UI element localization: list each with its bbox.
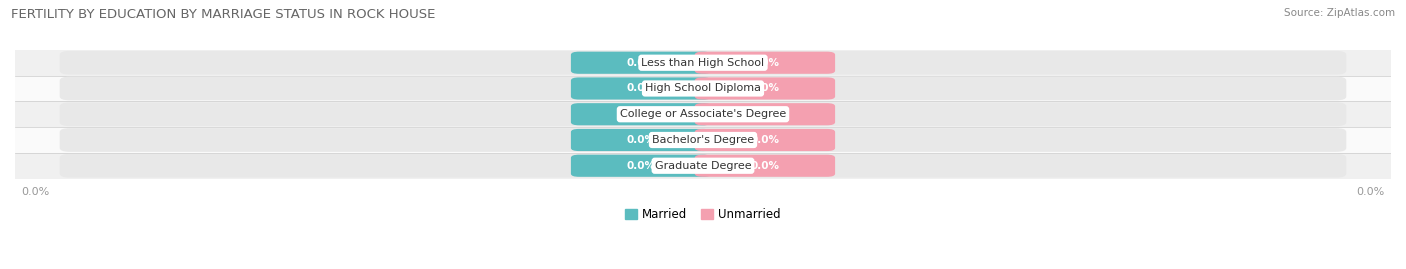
FancyBboxPatch shape — [59, 128, 1347, 152]
FancyBboxPatch shape — [695, 155, 835, 177]
FancyBboxPatch shape — [59, 51, 1347, 75]
FancyBboxPatch shape — [59, 154, 1347, 178]
Text: 0.0%: 0.0% — [627, 83, 655, 94]
Bar — [15, 101, 1391, 127]
Text: 0.0%: 0.0% — [627, 58, 655, 68]
Text: Bachelor's Degree: Bachelor's Degree — [652, 135, 754, 145]
FancyBboxPatch shape — [695, 77, 835, 100]
Text: 0.0%: 0.0% — [627, 109, 655, 119]
Text: Less than High School: Less than High School — [641, 58, 765, 68]
Text: College or Associate's Degree: College or Associate's Degree — [620, 109, 786, 119]
Text: 0.0%: 0.0% — [627, 135, 655, 145]
FancyBboxPatch shape — [59, 77, 1347, 100]
Text: High School Diploma: High School Diploma — [645, 83, 761, 94]
FancyBboxPatch shape — [695, 52, 835, 74]
Bar — [15, 50, 1391, 76]
Text: 0.0%: 0.0% — [751, 109, 779, 119]
Text: 0.0%: 0.0% — [751, 135, 779, 145]
Text: FERTILITY BY EDUCATION BY MARRIAGE STATUS IN ROCK HOUSE: FERTILITY BY EDUCATION BY MARRIAGE STATU… — [11, 8, 436, 21]
FancyBboxPatch shape — [571, 103, 711, 125]
FancyBboxPatch shape — [695, 103, 835, 125]
FancyBboxPatch shape — [571, 77, 711, 100]
Legend: Married, Unmarried: Married, Unmarried — [620, 204, 786, 226]
Bar — [15, 127, 1391, 153]
Text: 0.0%: 0.0% — [627, 161, 655, 171]
Text: 0.0%: 0.0% — [751, 83, 779, 94]
Text: 0.0%: 0.0% — [751, 161, 779, 171]
Bar — [15, 153, 1391, 179]
Bar — [15, 76, 1391, 101]
Text: Source: ZipAtlas.com: Source: ZipAtlas.com — [1284, 8, 1395, 18]
FancyBboxPatch shape — [571, 129, 711, 151]
FancyBboxPatch shape — [59, 102, 1347, 126]
FancyBboxPatch shape — [571, 155, 711, 177]
Text: 0.0%: 0.0% — [751, 58, 779, 68]
Text: Graduate Degree: Graduate Degree — [655, 161, 751, 171]
FancyBboxPatch shape — [571, 52, 711, 74]
FancyBboxPatch shape — [695, 129, 835, 151]
